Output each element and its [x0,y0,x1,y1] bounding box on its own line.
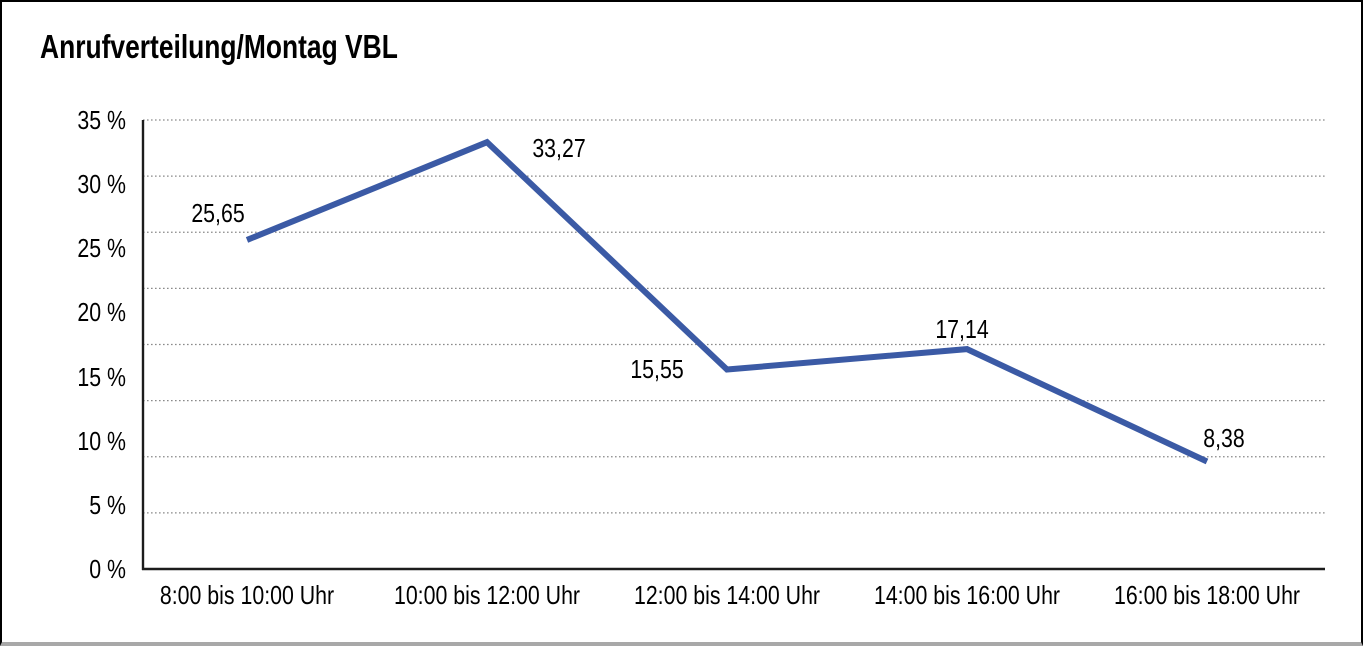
data-point-label: 8,38 [1203,423,1245,454]
y-tick-label: 15 % [77,361,126,392]
y-tick-label: 5 % [89,489,126,520]
data-point-label: 15,55 [630,353,684,384]
y-tick-label: 35 % [77,105,126,135]
x-axis-label: 8:00 bis 10:00 Uhr [159,580,335,610]
y-tick-label: 30 % [77,169,126,200]
data-point-label: 25,65 [191,197,245,228]
y-tick-label: 25 % [77,233,126,264]
x-axis-label: 14:00 bis 16:00 Uhr [873,580,1061,610]
y-tick-label: 10 % [77,425,126,456]
data-point-label: 33,27 [532,133,586,164]
chart-title: Anrufverteilung/Montag VBL [40,28,398,65]
y-tick-label: 20 % [77,297,126,328]
data-point-label: 17,14 [935,314,989,345]
series-line [245,138,1209,465]
x-axis-label: 10:00 bis 12:00 Uhr [393,580,581,610]
y-tick-label: 0 % [89,554,126,584]
x-axis-label: 16:00 bis 18:00 Uhr [1113,580,1301,610]
x-axis-label: 12:00 bis 14:00 Uhr [633,580,821,610]
